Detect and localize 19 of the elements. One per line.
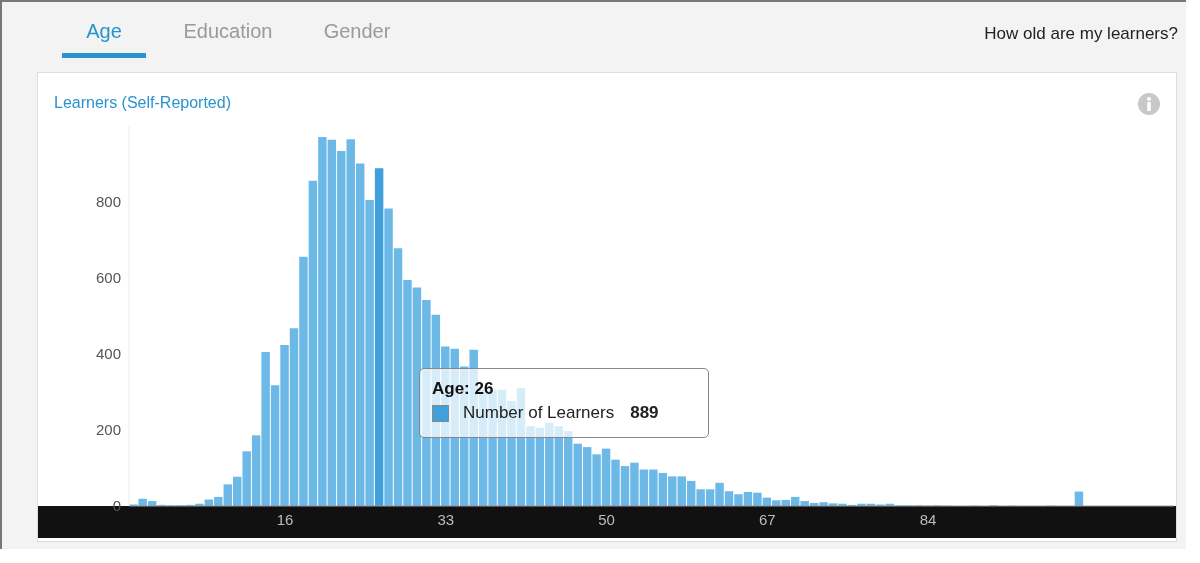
x-tick-label: 16 bbox=[276, 510, 294, 528]
x-tick-label: 84 bbox=[919, 510, 937, 528]
y-tick-label: 800 bbox=[95, 193, 121, 211]
annotation: 889 bbox=[630, 403, 659, 423]
text: Gender bbox=[322, 20, 392, 43]
y-tick-label: 400 bbox=[95, 345, 121, 363]
tooltip: Age: 26 Number of Learners 889 bbox=[419, 368, 709, 438]
text: Education bbox=[182, 20, 274, 43]
x-tick-label: 67 bbox=[759, 510, 776, 528]
legend-label: Number of Learners bbox=[463, 403, 615, 423]
text: Age bbox=[85, 20, 123, 44]
annotation: Age: 26 bbox=[432, 379, 495, 399]
x-tick-label: 33 bbox=[437, 510, 455, 528]
chart-title: Learners (Self-Reported) bbox=[54, 94, 231, 112]
y-tick-label: 0 bbox=[112, 497, 121, 515]
y-tick-label: 200 bbox=[95, 421, 121, 439]
x-tick-label: 50 bbox=[598, 510, 615, 528]
text: How old are my learners? bbox=[984, 24, 1178, 44]
y-tick-label: 600 bbox=[95, 269, 121, 287]
